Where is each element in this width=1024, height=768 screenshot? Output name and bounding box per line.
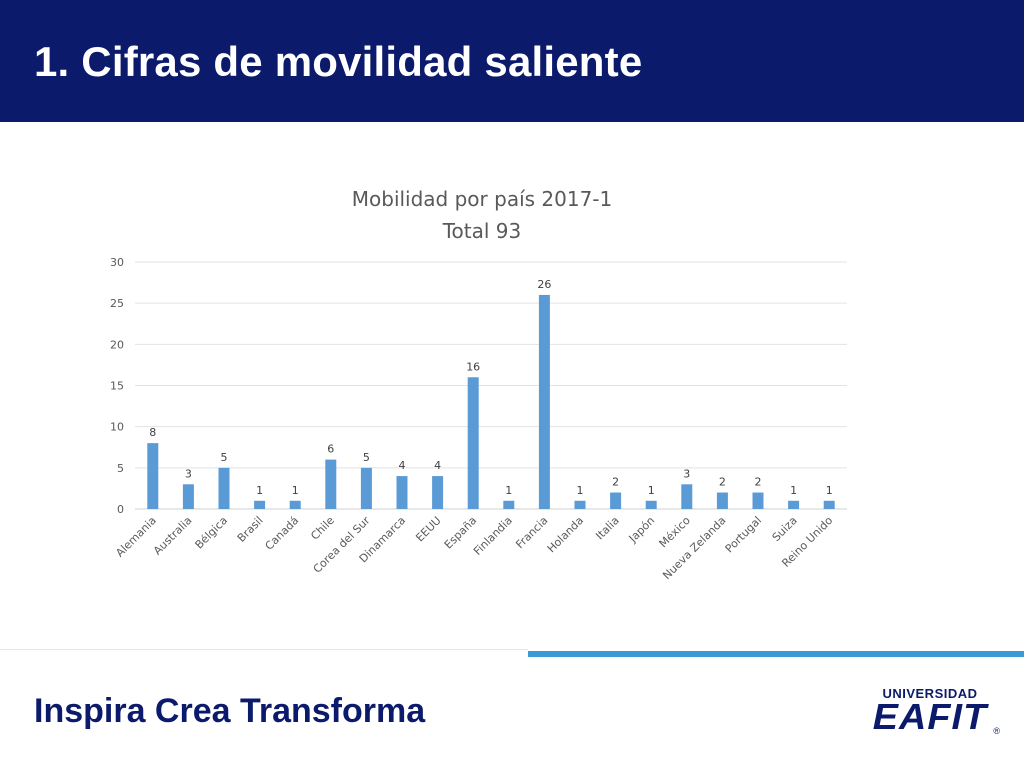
chart-subtitle: Total 93 [442,219,522,243]
x-tick-label: Australia [151,514,195,558]
data-label: 6 [327,443,334,456]
bar [645,500,657,509]
x-tick-label: Nueva Zelanda [660,514,728,582]
bar [716,492,728,509]
title-bar: 1. Cifras de movilidad saliente [0,0,1024,122]
y-tick-label: 0 [117,503,124,516]
data-label: 3 [185,467,192,480]
data-label: 2 [612,476,619,489]
bar [182,484,194,509]
data-label: 4 [399,459,406,472]
data-label: 4 [434,459,441,472]
data-label: 1 [505,484,512,497]
y-axis-ticks: 0 5 10 15 20 25 30 [110,256,124,516]
bar [538,294,550,509]
bar [147,443,159,509]
bar [254,500,266,509]
y-tick-label: 15 [110,380,124,393]
data-label: 26 [537,278,551,291]
x-tick-label: Alemania [113,514,159,560]
bar [467,377,479,509]
slide-title: 1. Cifras de movilidad saliente [34,38,643,85]
bar [360,467,372,509]
data-label: 2 [755,476,762,489]
bar [432,476,444,509]
logo-main-text: EAFIT [872,696,988,737]
data-label: 5 [221,451,228,464]
chart-title: Mobilidad por país 2017-1 [351,187,613,211]
x-tick-label: Portugal [723,514,764,555]
x-tick-label: Suiza [770,514,800,544]
data-label: 1 [577,484,584,497]
bar [752,492,764,509]
bar [218,467,230,509]
data-label: 1 [648,484,655,497]
bar [823,500,835,509]
bar [503,500,515,509]
data-label: 3 [683,467,690,480]
footer-divider [0,649,528,650]
y-tick-label: 20 [110,338,124,351]
chart-gridlines [135,261,847,510]
data-label: 1 [826,484,833,497]
university-logo: UNIVERSIDAD EAFIT ® [866,686,1000,742]
logo-registered-mark: ® [993,726,1000,736]
x-tick-label: Canadá [263,514,302,553]
bar [574,500,586,509]
x-tick-label: Finlandia [471,514,515,558]
bar [289,500,301,509]
chart-bars [147,294,835,509]
y-tick-label: 25 [110,297,124,310]
data-label: 2 [719,476,726,489]
data-label: 5 [363,451,370,464]
x-tick-label: Brasil [235,514,266,545]
x-tick-label: Italia [593,514,621,542]
x-tick-label: Japón [626,514,658,546]
x-tick-label: Chile [308,514,337,543]
y-tick-label: 5 [117,462,124,475]
bar [610,492,622,509]
y-tick-label: 10 [110,421,124,434]
bar [396,476,408,509]
data-label: 16 [466,360,480,373]
x-tick-label: Bélgica [193,514,231,552]
x-tick-label: Holanda [545,514,586,555]
bar [325,459,337,509]
bar [681,484,693,509]
y-tick-label: 30 [110,256,124,269]
x-tick-label: EEUU [413,514,443,544]
data-label: 1 [790,484,797,497]
logo-top-text: UNIVERSIDAD [882,686,978,701]
data-label: 8 [149,426,156,439]
bar [788,500,800,509]
data-label: 1 [292,484,299,497]
footer-accent-line [528,651,1024,657]
data-label: 1 [256,484,263,497]
slogan: Inspira Crea Transforma [34,692,426,730]
